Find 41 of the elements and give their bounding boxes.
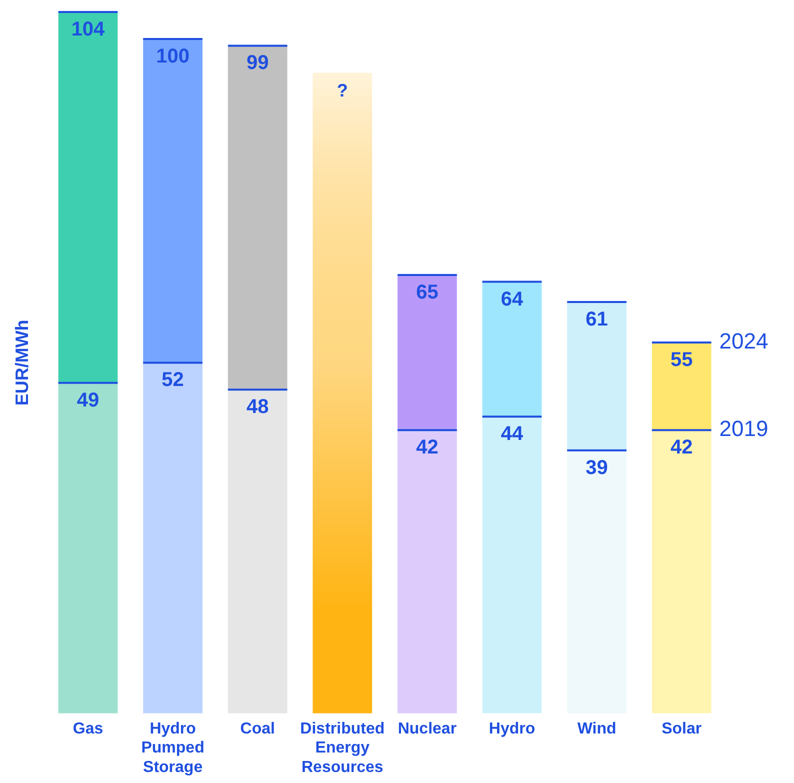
bar xyxy=(143,362,202,714)
series-label: 2019 xyxy=(719,416,768,442)
total-label: 100 xyxy=(156,45,190,68)
bar xyxy=(567,302,626,450)
total-label: 61 xyxy=(586,308,608,331)
x-tick-label: Gas xyxy=(72,720,104,738)
bar xyxy=(652,430,712,714)
x-tick-label: Solar xyxy=(662,720,702,738)
x-tick-label: Hydro Pumped Storage xyxy=(141,720,204,776)
bar xyxy=(652,342,712,430)
x-tick-label: Nuclear xyxy=(398,720,457,738)
bar xyxy=(312,72,372,714)
bar xyxy=(398,275,457,430)
x-tick-label: Wind xyxy=(577,720,616,738)
data-label: 39 xyxy=(586,456,608,479)
total-label: 99 xyxy=(246,52,269,74)
data-label: 42 xyxy=(670,436,693,459)
bar xyxy=(567,450,626,714)
bar xyxy=(398,430,457,714)
bar xyxy=(143,38,202,363)
bar xyxy=(228,390,288,714)
data-label: 52 xyxy=(162,369,184,392)
data-label: 44 xyxy=(500,423,524,446)
series-label: 2024 xyxy=(719,328,768,354)
bar xyxy=(58,382,118,714)
bar xyxy=(482,282,542,417)
bar xyxy=(482,416,542,714)
bar xyxy=(228,46,288,390)
total-label: 55 xyxy=(670,348,693,371)
x-tick-label: Distributed Energy Resources xyxy=(300,720,385,776)
data-label: 49 xyxy=(76,389,100,412)
data-label: ? xyxy=(336,80,348,101)
total-label: 64 xyxy=(500,288,524,310)
total-label: 104 xyxy=(71,18,106,41)
x-tick-label: Coal xyxy=(240,720,275,738)
total-label: 65 xyxy=(416,282,438,304)
x-tick-label: Hydro xyxy=(488,720,536,738)
data-label: 48 xyxy=(246,396,269,418)
bar xyxy=(58,12,118,383)
y-axis-title: EUR/MWh xyxy=(12,320,32,406)
data-label: 42 xyxy=(416,436,438,459)
